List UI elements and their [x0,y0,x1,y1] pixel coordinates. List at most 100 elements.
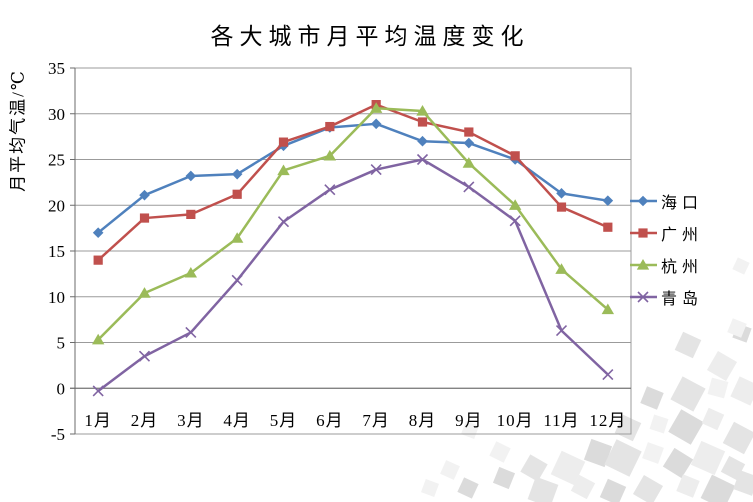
x-tick-label: 4月 [223,411,251,430]
data-point-marker [462,157,476,168]
data-point-marker [601,303,615,315]
watermark-square [649,414,669,434]
watermark-square [570,474,596,500]
x-tick-label: 9月 [455,411,483,430]
data-point-marker [509,215,521,227]
legend-label: 杭州 [661,259,704,276]
chart-title: 各大城市月平均温度变化 [210,24,530,49]
data-point-marker [138,287,151,298]
y-tick-label: 10 [48,288,65,307]
y-tick-label: 25 [48,151,65,170]
series-line-guangzhou[interactable] [93,100,613,265]
legend-marker-triangle-icon [630,259,657,270]
data-point-marker [463,137,475,149]
y-tick-label: 35 [48,59,65,78]
watermark-square [706,350,738,382]
legend-item-qingdao[interactable]: 青岛 [629,281,703,313]
watermark-square [520,454,548,482]
data-point-marker [417,135,428,147]
legend-item-hangzhou[interactable]: 杭州 [629,249,703,281]
watermark-square [701,407,725,431]
data-point-marker [231,168,243,180]
legend-marker-diamond-icon [630,195,657,207]
series-polyline [97,107,609,341]
x-tick-label: 3月 [177,411,205,430]
data-point-marker [555,263,568,274]
watermark-square [662,447,694,479]
data-point-marker [416,153,429,166]
data-point-marker [323,149,337,161]
x-tick-label: 1月 [84,411,112,430]
series-line-qingdao[interactable] [92,153,614,397]
data-point-marker [508,199,522,210]
watermark-square [550,450,586,486]
watermark-square [670,376,706,412]
legend-label: 海口 [661,195,704,212]
data-point-marker [555,325,568,337]
data-point-marker [139,189,150,201]
y-tick-label: 15 [48,242,65,261]
watermark-square [440,460,460,480]
watermark-square [727,318,747,338]
watermark-square [421,479,439,497]
data-point-marker [464,127,474,137]
series-polyline [97,103,609,262]
x-tick-label: 8月 [409,411,437,430]
data-point-marker [277,216,290,228]
data-point-marker [92,227,104,238]
watermark-square [674,331,702,359]
data-point-marker [416,105,429,116]
watermark-square [632,474,664,502]
legend[interactable]: 海口广州杭州青岛 [629,185,703,313]
watermark-square [640,386,664,410]
data-point-marker [637,195,649,207]
data-point-marker [324,184,336,196]
data-point-marker [278,137,289,147]
data-point-marker [636,259,650,270]
data-point-marker [91,333,105,345]
legend-item-haikou[interactable]: 海口 [629,185,703,217]
data-point-marker [231,274,243,286]
watermark-square [668,409,704,445]
legend-item-guangzhou[interactable]: 广州 [629,217,703,249]
watermark-square [722,421,753,455]
data-point-marker [370,118,382,130]
data-point-marker [138,350,151,362]
y-axis-labels: -5 0 5 10 15 20 25 30 35 [48,59,65,444]
y-axis-title: 月平均气温/℃ [8,69,28,192]
data-point-marker [92,385,104,397]
watermark-square [614,414,642,442]
x-tick-label: 11月 [543,411,579,430]
data-point-marker [184,266,198,278]
series-line-hangzhou[interactable] [91,102,615,345]
data-point-marker [603,222,613,232]
data-point-marker [185,170,197,182]
x-axis-labels: 1月 2月 3月 4月 5月 6月 7月 8月 9月 10月 11月 12月 [84,411,625,430]
data-point-marker [602,368,614,381]
watermark-square [707,377,729,399]
x-tick-label: 6月 [316,411,344,430]
x-tick-label: 10月 [497,411,534,430]
data-point-marker [139,213,150,223]
watermark-square [527,476,559,502]
x-tick-label: 7月 [362,411,390,430]
legend-marker-square-icon [630,228,657,238]
y-tick-label: 30 [48,105,65,124]
watermark-square [599,478,627,502]
data-point-marker [417,117,428,127]
y-tick-label: 0 [57,379,66,398]
y-axis-ticks [70,67,75,435]
data-point-marker [93,255,103,265]
watermark-square [583,438,613,468]
data-point-marker [186,209,196,219]
legend-label: 广州 [661,227,704,244]
data-point-marker [463,181,475,193]
watermark-square [492,466,516,490]
watermark-square [676,474,700,498]
data-point-marker [637,291,649,303]
watermark-square [732,257,750,275]
data-point-marker [369,102,383,113]
